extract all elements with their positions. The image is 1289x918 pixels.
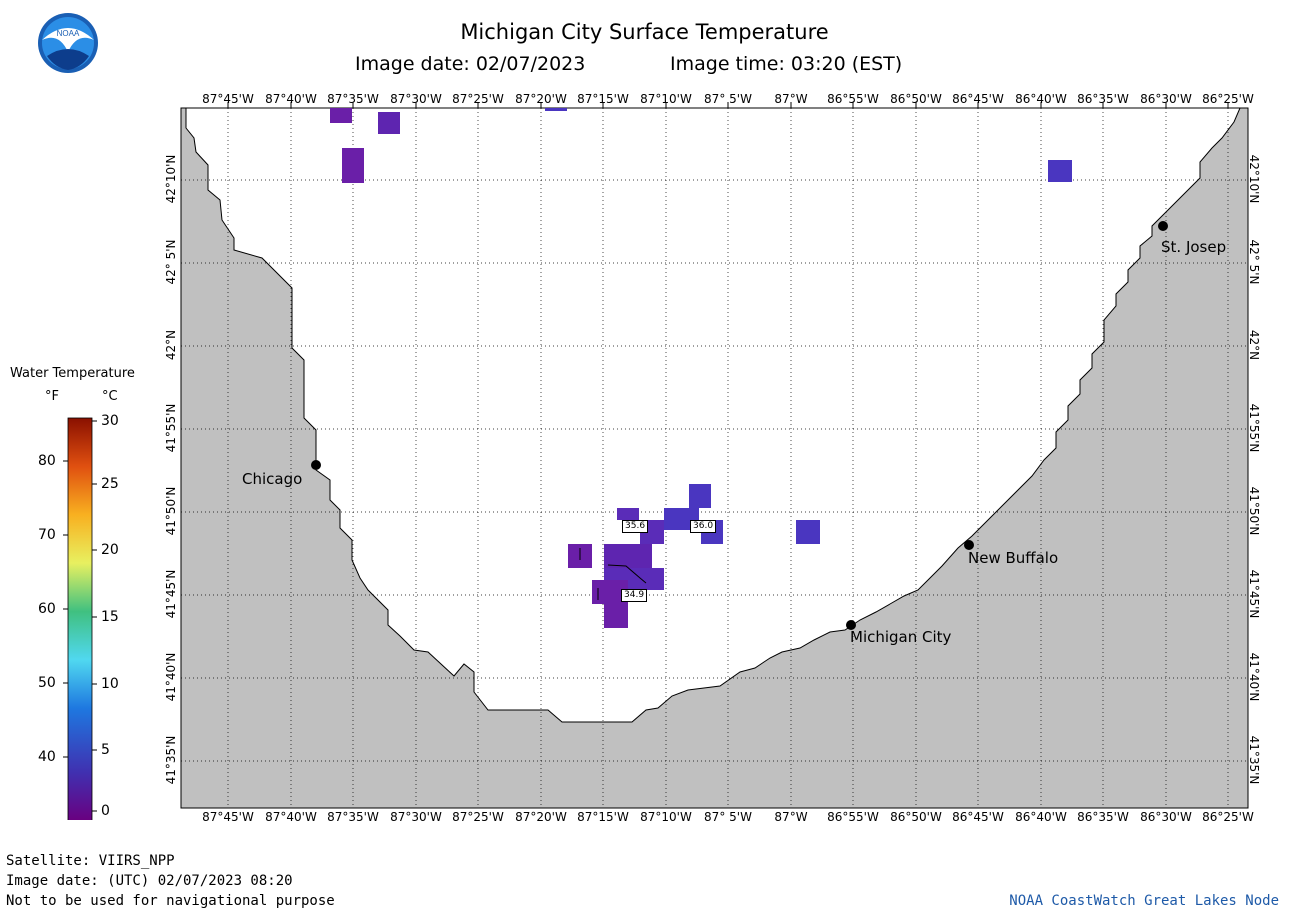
noaa-logo: NOAA xyxy=(38,13,98,73)
lon-label-bottom: 87°25'W xyxy=(452,810,504,824)
legend-title: Water Temperature xyxy=(10,366,135,381)
chicago-marker xyxy=(311,460,321,470)
footer-utc-date: Image date: (UTC) 02/07/2023 08:20 xyxy=(6,873,293,889)
sst-pixel xyxy=(689,484,711,508)
lon-label-bottom: 87°15'W xyxy=(577,810,629,824)
sst-pixel xyxy=(342,148,364,183)
buoy-value-a: 35.6 xyxy=(622,520,649,533)
buoy-value-c: 34.9 xyxy=(621,589,648,602)
lat-label-right: 42°N xyxy=(1247,329,1261,361)
lon-label-top: 86°45'W xyxy=(952,92,1004,106)
legend-c-25: 25 xyxy=(101,476,119,492)
lat-label-left: 42° 5'N xyxy=(164,239,178,285)
lon-label-top: 87°30'W xyxy=(390,92,442,106)
footer-disclaimer: Not to be used for navigational purpose xyxy=(6,893,335,909)
legend-c-10: 10 xyxy=(101,676,119,692)
lat-label-left: 41°35'N xyxy=(164,735,178,785)
map-title: Michigan City Surface Temperature xyxy=(460,20,829,44)
lon-label-top: 86°30'W xyxy=(1140,92,1192,106)
legend-unit-f: °F xyxy=(45,389,59,404)
lon-label-top: 87°40'W xyxy=(265,92,317,106)
lat-label-right: 41°55'N xyxy=(1247,403,1261,453)
lat-label-right: 41°35'N xyxy=(1247,735,1261,785)
sst-pixel xyxy=(604,544,652,568)
lon-label-bottom: 87°20'W xyxy=(515,810,567,824)
legend-c-15: 15 xyxy=(101,609,119,625)
buoy-value-b: 36.0 xyxy=(690,520,717,533)
lon-label-bottom: 86°25'W xyxy=(1202,810,1254,824)
lon-label-top: 87°45'W xyxy=(202,92,254,106)
lon-label-top: 86°55'W xyxy=(827,92,879,106)
lon-label-top: 86°25'W xyxy=(1202,92,1254,106)
lat-label-right: 41°45'N xyxy=(1247,569,1261,619)
sst-pixel xyxy=(545,108,567,111)
svg-text:NOAA: NOAA xyxy=(57,29,80,38)
lat-label-right: 41°50'N xyxy=(1247,486,1261,536)
lon-label-bottom: 87°W xyxy=(774,810,808,824)
lon-label-bottom: 86°50'W xyxy=(890,810,942,824)
lon-label-bottom: 87°30'W xyxy=(390,810,442,824)
legend-c-0: 0 xyxy=(101,803,110,819)
sst-pixel xyxy=(796,520,820,544)
lon-label-top: 87°25'W xyxy=(452,92,504,106)
lat-label-right: 42°10'N xyxy=(1247,154,1261,204)
image-date: Image date: 02/07/2023 xyxy=(355,53,586,75)
lon-label-top: 87°15'W xyxy=(577,92,629,106)
lat-label-right: 42° 5'N xyxy=(1247,239,1261,285)
sst-pixel xyxy=(604,604,628,628)
lon-label-top: 87°10'W xyxy=(640,92,692,106)
legend-c-30: 30 xyxy=(101,413,119,429)
land-illinois xyxy=(180,107,1249,809)
lon-label-top: 87°W xyxy=(774,92,808,106)
lat-label-left: 42°N xyxy=(164,329,178,361)
lon-label-bottom: 87°45'W xyxy=(202,810,254,824)
lon-label-bottom: 86°45'W xyxy=(952,810,1004,824)
lat-label-left: 41°55'N xyxy=(164,403,178,453)
lat-label-left: 41°45'N xyxy=(164,569,178,619)
city-label-st-joseph: St. Josep xyxy=(1161,238,1227,256)
footer-satellite: Satellite: VIIRS_NPP xyxy=(6,853,175,869)
lon-label-bottom: 87°40'W xyxy=(265,810,317,824)
legend-f-50: 50 xyxy=(38,675,56,691)
image-time: Image time: 03:20 (EST) xyxy=(670,53,903,75)
city-label-new-buffalo: New Buffalo xyxy=(968,549,1059,567)
lat-label-left: 41°50'N xyxy=(164,486,178,536)
st-joseph-marker xyxy=(1158,221,1168,231)
legend-c-5: 5 xyxy=(101,742,110,758)
lon-label-top: 87°20'W xyxy=(515,92,567,106)
legend-f-70: 70 xyxy=(38,527,56,543)
lon-label-top: 87° 5'W xyxy=(704,92,752,106)
lon-label-top: 86°40'W xyxy=(1015,92,1067,106)
legend-color-bar xyxy=(63,417,97,820)
lat-label-left: 41°40'N xyxy=(164,652,178,702)
lon-label-top: 87°35'W xyxy=(327,92,379,106)
legend-f-80: 80 xyxy=(38,453,56,469)
lon-label-bottom: 87° 5'W xyxy=(704,810,752,824)
city-label-michigan-city: Michigan City xyxy=(850,628,952,646)
lon-label-bottom: 86°35'W xyxy=(1077,810,1129,824)
lon-label-bottom: 86°55'W xyxy=(827,810,879,824)
new-buffalo-marker xyxy=(964,540,974,550)
michigan-city-marker xyxy=(846,620,856,630)
sst-pixel xyxy=(330,108,352,123)
footer-credit: NOAA CoastWatch Great Lakes Node xyxy=(1009,893,1279,909)
lat-label-right: 41°40'N xyxy=(1247,652,1261,702)
lon-label-bottom: 87°10'W xyxy=(640,810,692,824)
sst-pixel xyxy=(1048,160,1072,182)
legend-f-60: 60 xyxy=(38,601,56,617)
lon-label-bottom: 86°40'W xyxy=(1015,810,1067,824)
buoy-track xyxy=(579,548,647,600)
legend-f-40: 40 xyxy=(38,749,56,765)
legend-c-20: 20 xyxy=(101,542,119,558)
lon-label-top: 86°35'W xyxy=(1077,92,1129,106)
sst-pixel xyxy=(617,508,639,520)
sst-pixel xyxy=(378,112,400,134)
lon-label-bottom: 87°35'W xyxy=(327,810,379,824)
city-label-chicago: Chicago xyxy=(242,470,303,488)
lat-label-left: 42°10'N xyxy=(164,154,178,204)
lon-label-bottom: 86°30'W xyxy=(1140,810,1192,824)
lon-label-top: 86°50'W xyxy=(890,92,942,106)
legend-unit-c: °C xyxy=(102,389,118,404)
